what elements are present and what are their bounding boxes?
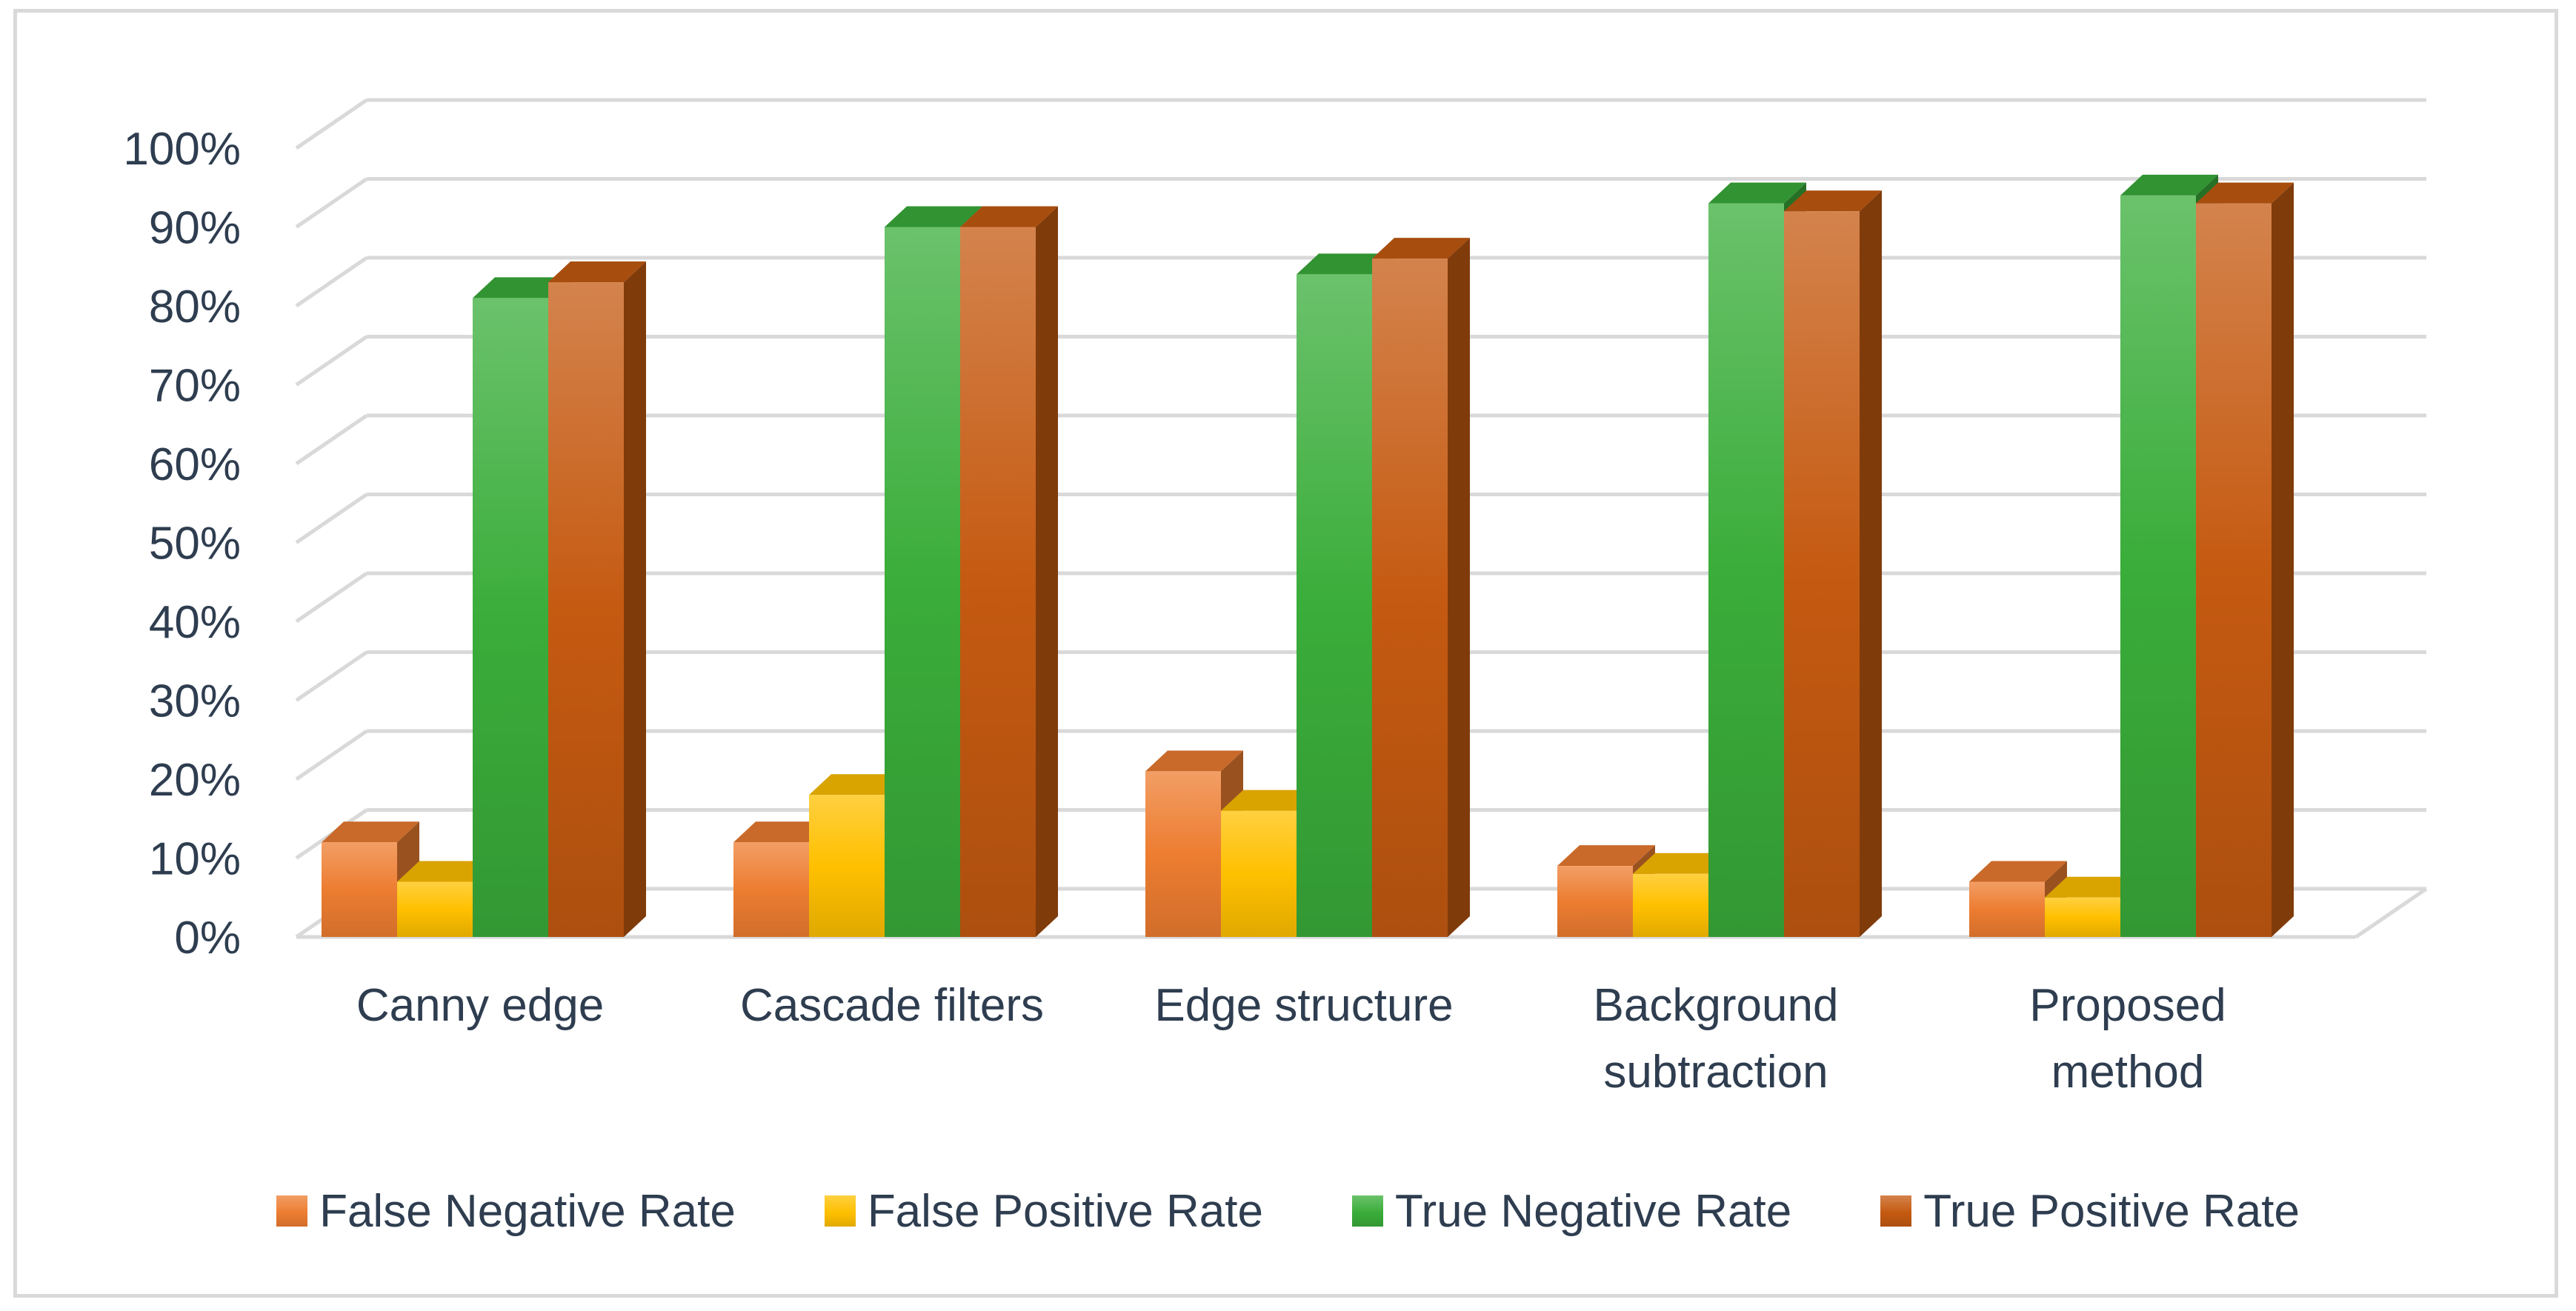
floor-edge-depth [2354,887,2428,939]
y-axis: 0% 10% 20% 30% 40% 50% 60% 70% 80% 90% 100% [123,124,241,964]
bar-top [1557,845,1655,867]
bar-front [473,298,548,938]
gridline-depth [295,98,368,150]
legend-item-false-positive: False Positive Rate [824,1185,1263,1238]
legend-item-true-positive: True Positive Rate [1880,1185,2300,1238]
bar-front [548,282,624,937]
bar-front [2045,897,2120,937]
bar-side [624,261,646,937]
bar-top [1372,238,1470,259]
bar-top [885,206,982,227]
y-tick-label: 0% [174,913,241,964]
gridline-depth [295,729,368,781]
y-tick-label: 50% [149,518,241,570]
bar-top [2120,174,2218,196]
bar-front [1633,873,1708,937]
x-category-label: Proposed method [2029,980,2226,1098]
bar-side [1036,206,1058,937]
bar-top [1784,190,1882,212]
bar-front [1221,810,1297,937]
x-category-label: Canny edge [356,980,604,1031]
bar-top [1633,853,1731,874]
bar-front [733,842,809,937]
legend-label: False Negative Rate [319,1185,736,1237]
bar-top [322,821,419,843]
legend-item-false-negative: False Negative Rate [276,1185,736,1238]
bar-front [1708,203,1784,937]
bar-top [548,261,646,283]
bar [2196,182,2294,938]
bar-top [960,206,1058,227]
y-tick-label: 30% [149,676,241,727]
bar-front [2120,195,2196,937]
x-axis: Canny edge Cascade filters Edge structure B… [356,980,2226,1098]
bar-front [960,227,1036,937]
x-category-label: Cascade filters [740,980,1044,1031]
bar-front [322,842,397,937]
legend-swatch-false-positive [824,1195,856,1227]
bar-top [1297,253,1394,275]
bar [960,206,1058,937]
bar [1784,190,1882,937]
legend: False Negative Rate False Positive Rate … [0,1178,2576,1244]
bar-top [473,277,570,298]
y-tick-label: 80% [149,281,241,333]
legend-swatch-true-positive [1880,1195,1912,1227]
bar-front [1145,771,1221,937]
x-category-label: Edge structure [1154,980,1453,1031]
bar-top [2196,182,2294,204]
bar-front [809,795,885,937]
gridline-depth [295,571,368,624]
y-tick-label: 40% [149,597,241,648]
y-tick-label: 20% [149,755,241,806]
x-category-label: Background subtraction [1594,980,1839,1098]
bar-side [1448,238,1470,938]
legend-label: False Positive Rate [867,1185,1263,1237]
y-tick-label: 60% [149,439,241,490]
bar [2045,876,2143,937]
legend-swatch-false-negative [276,1195,308,1227]
bar-front [397,881,473,937]
gridline-depth [295,493,368,544]
bar-top [1221,790,1319,811]
y-tick-label: 70% [149,361,241,412]
bar-front [1969,881,2045,937]
bar-top [1708,182,1806,204]
bar [1372,238,1470,938]
bar-top [2045,876,2143,898]
gridline-depth [295,650,368,702]
gridline-depth [295,335,368,387]
bar-top [397,861,495,882]
y-tick-label: 100% [123,124,241,175]
bar-front [1372,258,1448,938]
bar-top [809,774,907,795]
bar-top [1145,750,1243,772]
bars [322,174,2294,938]
bar-side [1860,190,1882,937]
legend-label: True Negative Rate [1394,1185,1792,1237]
gridline-depth [295,413,368,466]
bar-front [885,227,960,937]
bar-front [1297,274,1372,937]
legend-label: True Positive Rate [1923,1185,2300,1237]
gridline-depth [295,177,368,229]
bar-front [1557,866,1633,937]
gridline-depth [295,256,368,308]
bar-top [1969,861,2067,882]
y-tick-label: 10% [149,834,241,885]
legend-item-true-negative: True Negative Rate [1351,1185,1792,1238]
bar-side [2272,182,2294,938]
legend-swatch-true-negative [1351,1195,1383,1227]
bar-front [1784,211,1860,937]
bar-top [733,821,831,843]
bar [548,261,646,937]
bar-front [2196,203,2272,937]
y-tick-label: 90% [149,203,241,254]
